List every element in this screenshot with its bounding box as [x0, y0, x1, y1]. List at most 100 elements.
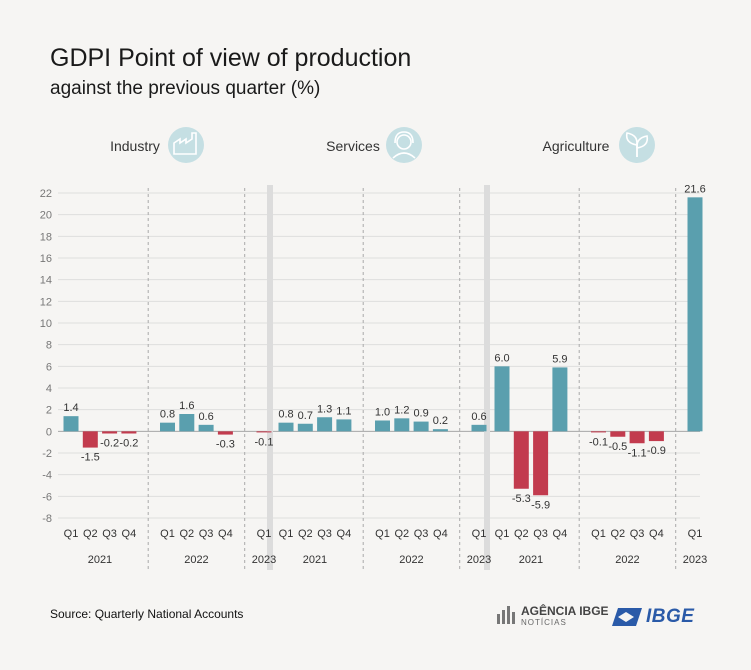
panel-separator	[267, 185, 273, 570]
data-label: 0.8	[278, 409, 293, 421]
data-label: -0.1	[589, 436, 608, 448]
bar	[552, 367, 568, 432]
y-tick-label: 16	[40, 253, 52, 265]
panel-title: Industry	[110, 138, 160, 154]
y-tick-label: 18	[40, 231, 52, 243]
plant-leaf-right	[636, 135, 649, 149]
y-tick-label: 20	[40, 210, 52, 222]
bar	[687, 197, 703, 432]
year-label: 2023	[683, 554, 707, 566]
bar	[610, 431, 626, 437]
y-tick-label: 12	[40, 296, 52, 308]
bar	[533, 431, 549, 496]
y-tick-label: 6	[46, 361, 52, 373]
y-tick-label: 14	[40, 275, 52, 287]
data-label: 0.6	[198, 411, 213, 423]
bar	[629, 431, 645, 444]
bar	[82, 431, 98, 448]
chart-subtitle: against the previous quarter (%)	[50, 78, 321, 99]
bar-chart: -8-6-4-20246810121416182022Industry1.4Q1…	[40, 127, 707, 570]
data-label: 0.9	[413, 408, 428, 420]
y-tick-label: -6	[42, 491, 52, 503]
agencia-ibge-mark-icon	[497, 606, 515, 624]
data-label: -0.1	[255, 436, 274, 448]
bar	[102, 431, 118, 434]
x-tick-label: Q2	[514, 528, 529, 540]
x-tick-label: Q1	[472, 528, 487, 540]
year-label: 2021	[303, 554, 327, 566]
x-tick-label: Q4	[433, 528, 448, 540]
x-tick-label: Q1	[375, 528, 390, 540]
year-label: 2022	[184, 554, 208, 566]
data-label: -5.3	[512, 493, 531, 505]
bar	[121, 431, 137, 434]
ibge-logo: IBGE	[612, 606, 694, 633]
bar	[278, 422, 294, 432]
year-label: 2021	[519, 554, 543, 566]
agencia-noticias-text: NOTÍCIAS	[521, 618, 567, 627]
year-label: 2022	[615, 554, 639, 566]
x-tick-label: Q3	[102, 528, 117, 540]
x-tick-label: Q1	[495, 528, 510, 540]
x-tick-label: Q3	[317, 528, 332, 540]
bar	[198, 424, 214, 432]
x-tick-label: Q1	[257, 528, 272, 540]
y-tick-label: 4	[46, 383, 52, 395]
x-tick-label: Q1	[279, 528, 294, 540]
x-tick-label: Q4	[553, 528, 568, 540]
x-tick-label: Q3	[630, 528, 645, 540]
panel-title: Agriculture	[543, 138, 610, 154]
year-label: 2023	[467, 554, 491, 566]
bar	[432, 429, 448, 432]
data-label: -5.9	[531, 499, 550, 511]
agent-body	[392, 152, 416, 159]
headset-band	[394, 131, 414, 144]
x-tick-label: Q3	[533, 528, 548, 540]
bar	[375, 420, 390, 432]
plant-leaf-left	[625, 132, 638, 146]
bar	[591, 431, 606, 433]
data-label: -0.2	[100, 438, 119, 450]
y-tick-label: -8	[42, 513, 52, 525]
data-label: 1.6	[179, 400, 194, 412]
data-label: 21.6	[684, 183, 705, 195]
bar	[256, 431, 272, 433]
bar	[317, 417, 333, 432]
x-tick-label: Q2	[179, 528, 194, 540]
data-label: -0.3	[216, 439, 235, 451]
data-label: 0.2	[433, 415, 448, 427]
data-label: 5.9	[552, 353, 567, 365]
panel-separator	[484, 185, 490, 570]
source-note: Source: Quarterly National Accounts	[50, 607, 244, 621]
x-tick-label: Q2	[298, 528, 313, 540]
bar	[217, 431, 233, 435]
y-tick-label: 10	[40, 318, 52, 330]
y-tick-label: 0	[46, 426, 52, 438]
data-label: 1.3	[317, 403, 332, 415]
data-label: 0.8	[160, 409, 175, 421]
agencia-ibge-text: AGÊNCIA IBGE	[521, 604, 609, 618]
y-tick-label: 2	[46, 405, 52, 417]
bar	[471, 424, 487, 432]
x-tick-label: Q4	[218, 528, 233, 540]
data-label: 1.2	[394, 404, 409, 416]
y-tick-label: 8	[46, 340, 52, 352]
x-tick-label: Q2	[394, 528, 409, 540]
data-label: 1.1	[336, 405, 351, 417]
bar	[494, 366, 510, 432]
agent-head	[396, 134, 412, 150]
x-tick-label: Q3	[414, 528, 429, 540]
bar	[63, 416, 79, 432]
data-label: 0.6	[471, 411, 486, 423]
data-label: 6.0	[494, 352, 509, 364]
data-label: -0.2	[119, 438, 138, 450]
x-tick-label: Q1	[591, 528, 606, 540]
bar	[297, 423, 313, 432]
bar	[413, 421, 429, 432]
panel-title: Services	[326, 138, 380, 154]
data-label: 0.7	[298, 410, 313, 422]
year-label: 2022	[399, 554, 423, 566]
factory-shape	[173, 132, 197, 155]
ibge-logo-text: IBGE	[646, 606, 695, 627]
x-tick-label: Q3	[199, 528, 214, 540]
